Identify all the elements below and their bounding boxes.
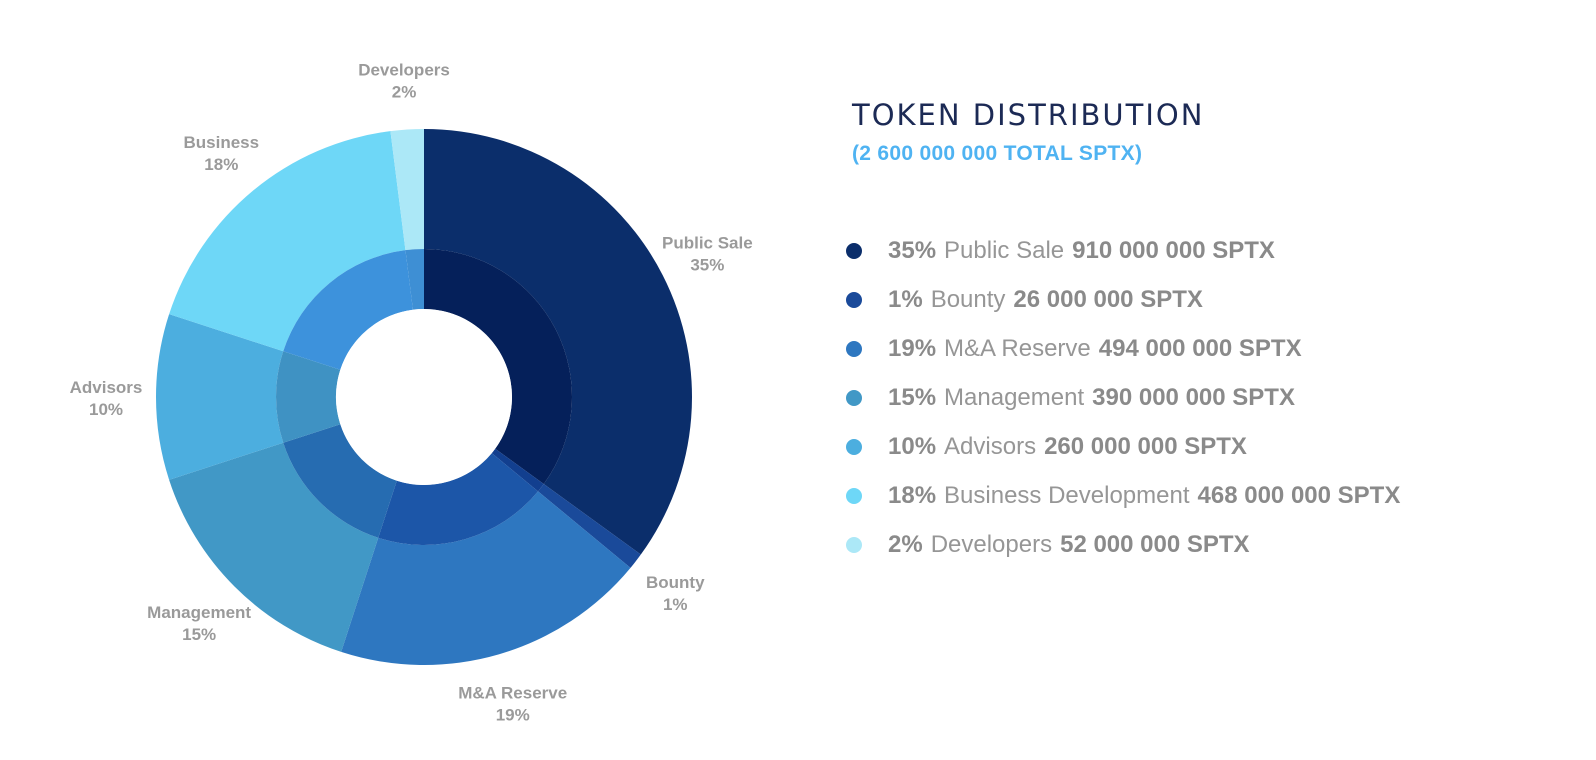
legend-percent: 2% — [888, 531, 923, 559]
slice-label-name: Developers — [358, 61, 450, 80]
legend-amount: 26 000 000 SPTX — [1013, 286, 1202, 314]
slice-label-bounty: Bounty 1% — [646, 573, 705, 614]
slice-label-percent: 1% — [663, 595, 688, 614]
legend-dot — [846, 292, 862, 308]
slice-label-name: Bounty — [646, 573, 705, 592]
slice-label-public-sale: Public Sale 35% — [662, 234, 753, 275]
legend-dot — [846, 439, 862, 455]
legend-amount: 468 000 000 SPTX — [1198, 482, 1401, 510]
legend: 35% Public Sale 910 000 000 SPTX 1% Boun… — [846, 226, 1400, 569]
inner-ring — [276, 249, 572, 545]
slice-label-percent: 2% — [392, 83, 417, 102]
legend-item: 19% M&A Reserve 494 000 000 SPTX — [846, 324, 1400, 373]
legend-name: Developers — [931, 531, 1052, 559]
legend-amount: 260 000 000 SPTX — [1044, 433, 1247, 461]
legend-name: Public Sale — [944, 237, 1064, 265]
legend-item: 10% Advisors 260 000 000 SPTX — [846, 422, 1400, 471]
legend-amount: 390 000 000 SPTX — [1092, 384, 1295, 412]
slice-label-name: M&A Reserve — [458, 683, 567, 702]
legend-dot — [846, 488, 862, 504]
slice-label-developers: Developers 2% — [358, 61, 450, 102]
slice-label-name: Public Sale — [662, 234, 753, 253]
donut-hole — [336, 309, 512, 485]
slice-label-percent: 19% — [496, 705, 530, 724]
slice-label-manda-reserve: M&A Reserve 19% — [458, 683, 567, 724]
chart-subtitle: (2 600 000 000 TOTAL SPTX) — [852, 142, 1204, 166]
legend-name: Business Development — [944, 482, 1189, 510]
slice-label-percent: 10% — [89, 400, 123, 419]
legend-amount: 494 000 000 SPTX — [1099, 335, 1302, 363]
slice-label-percent: 18% — [204, 155, 238, 174]
legend-amount: 52 000 000 SPTX — [1060, 531, 1249, 559]
legend-dot — [846, 243, 862, 259]
title-block: TOKEN DISTRIBUTION (2 600 000 000 TOTAL … — [852, 98, 1204, 166]
legend-item: 35% Public Sale 910 000 000 SPTX — [846, 226, 1400, 275]
legend-dot — [846, 537, 862, 553]
slice-label-percent: 35% — [690, 256, 724, 275]
legend-percent: 19% — [888, 335, 936, 363]
legend-percent: 18% — [888, 482, 936, 510]
legend-dot — [846, 341, 862, 357]
chart-title: TOKEN DISTRIBUTION — [852, 98, 1204, 132]
legend-name: Bounty — [931, 286, 1006, 314]
legend-name: Advisors — [944, 433, 1036, 461]
slice-label-name: Business — [184, 133, 260, 152]
legend-item: 15% Management 390 000 000 SPTX — [846, 373, 1400, 422]
slice-label-percent: 15% — [182, 625, 216, 644]
slice-label-management: Management 15% — [147, 603, 251, 644]
legend-percent: 15% — [888, 384, 936, 412]
legend-percent: 35% — [888, 237, 936, 265]
legend-item: 1% Bounty 26 000 000 SPTX — [846, 275, 1400, 324]
slice-label-advisors: Advisors 10% — [70, 378, 143, 419]
legend-dot — [846, 390, 862, 406]
legend-name: Management — [944, 384, 1084, 412]
legend-percent: 1% — [888, 286, 923, 314]
slice-label-business: Business 18% — [184, 133, 260, 174]
legend-item: 18% Business Development 468 000 000 SPT… — [846, 471, 1400, 520]
legend-amount: 910 000 000 SPTX — [1072, 237, 1275, 265]
slice-label-name: Advisors — [70, 378, 143, 397]
slice-label-name: Management — [147, 603, 251, 622]
legend-item: 2% Developers 52 000 000 SPTX — [846, 520, 1400, 569]
legend-percent: 10% — [888, 433, 936, 461]
legend-name: M&A Reserve — [944, 335, 1091, 363]
